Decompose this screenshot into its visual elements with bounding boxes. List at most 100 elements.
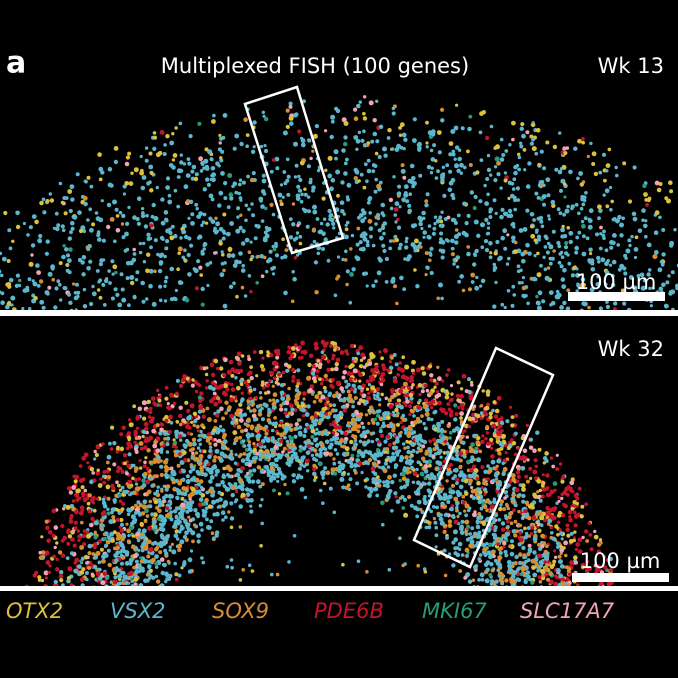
cell-dot: [229, 285, 233, 289]
cell-dot: [301, 138, 306, 143]
cell-dot: [207, 149, 212, 154]
cell-dot: [430, 271, 434, 275]
cell-dot: [589, 142, 592, 145]
cell-dot: [426, 145, 429, 148]
cell-dot: [238, 260, 242, 264]
cell-dot: [560, 228, 565, 233]
cell-dot: [45, 252, 49, 256]
cell-dot: [558, 555, 562, 559]
cell-dot: [383, 348, 388, 353]
cell-dot: [29, 225, 33, 229]
cell-dot: [36, 270, 41, 275]
cell-dot: [473, 206, 477, 210]
cell-dot: [489, 207, 494, 212]
cell-dot: [162, 496, 166, 500]
cell-dot: [143, 445, 147, 449]
cell-dot: [532, 277, 537, 282]
cell-dot: [26, 233, 30, 237]
cell-dot: [28, 277, 32, 281]
cell-dot: [58, 550, 62, 554]
cell-dot: [344, 258, 348, 262]
cell-dot: [317, 252, 321, 256]
cell-dot: [143, 260, 146, 263]
cell-dot: [311, 150, 314, 153]
cell-dot: [387, 136, 391, 140]
cell-dot: [103, 303, 107, 307]
cell-dot: [534, 192, 538, 196]
cell-dot: [108, 281, 112, 285]
cell-dot: [145, 297, 149, 301]
cell-dot: [332, 457, 335, 460]
cell-dot: [499, 503, 502, 506]
cell-dot: [471, 280, 475, 284]
cell-dot: [238, 436, 242, 440]
cell-dot: [382, 249, 386, 253]
cell-dot: [438, 283, 443, 288]
cell-dot: [379, 125, 383, 129]
cell-dot: [513, 208, 517, 212]
cell-dot: [142, 242, 145, 245]
cell-dot: [504, 553, 508, 557]
cell-dot: [174, 297, 178, 301]
cell-dot: [167, 402, 170, 405]
cell-dot: [322, 197, 326, 201]
cell-dot: [363, 116, 367, 120]
cell-dot: [381, 226, 385, 230]
cell-dot: [314, 260, 318, 264]
cell-dot: [31, 243, 35, 247]
cell-dot: [129, 181, 134, 186]
cell-dot: [174, 533, 179, 538]
cell-dot: [581, 224, 586, 229]
cell-dot: [125, 248, 129, 252]
cell-dot: [158, 285, 162, 289]
cell-dot: [490, 125, 494, 129]
cell-dot: [131, 477, 135, 481]
cell-dot: [495, 240, 499, 244]
cell-dot: [183, 248, 187, 252]
cell-dot: [213, 229, 216, 232]
cell-dot: [65, 263, 68, 266]
cell-dot: [511, 121, 516, 126]
cell-dot: [195, 172, 199, 176]
cell-dot: [378, 258, 383, 263]
cell-dot: [114, 287, 118, 291]
cell-dot: [431, 167, 434, 170]
cell-dot: [249, 290, 252, 293]
cell-dot: [3, 211, 7, 215]
cell-dot: [367, 159, 371, 163]
cell-dot: [551, 465, 555, 469]
cell-dot: [448, 188, 453, 193]
cell-dot: [530, 142, 534, 146]
cell-dot: [406, 446, 410, 450]
cell-dot: [210, 158, 214, 162]
cell-dot: [343, 171, 348, 176]
cell-dot: [501, 153, 505, 157]
cell-dot: [542, 203, 546, 207]
cell-dot: [447, 216, 451, 220]
cell-dot: [561, 255, 565, 259]
cell-dot: [250, 202, 254, 206]
cell-dot: [500, 208, 504, 212]
cell-dot: [201, 287, 205, 291]
cell-dot: [56, 279, 60, 283]
cell-dot: [255, 281, 259, 285]
cell-dot: [187, 253, 191, 257]
cell-dot: [158, 550, 162, 554]
cell-dot: [392, 175, 395, 178]
cell-dot: [42, 198, 46, 202]
cell-dot: [273, 377, 276, 380]
cell-dot: [528, 467, 532, 471]
cell-dot: [15, 211, 20, 216]
cell-dot: [410, 164, 415, 169]
cell-dot: [209, 194, 214, 199]
cell-dot: [519, 145, 523, 149]
cell-dot: [661, 283, 666, 288]
cell-dot: [496, 161, 501, 166]
cell-dot: [565, 209, 570, 214]
cell-dot: [272, 385, 275, 388]
cell-dot: [600, 257, 605, 262]
cell-dot: [160, 197, 164, 201]
cell-dot: [279, 200, 282, 203]
cell-dot: [266, 259, 270, 263]
cell-dot: [263, 445, 266, 448]
